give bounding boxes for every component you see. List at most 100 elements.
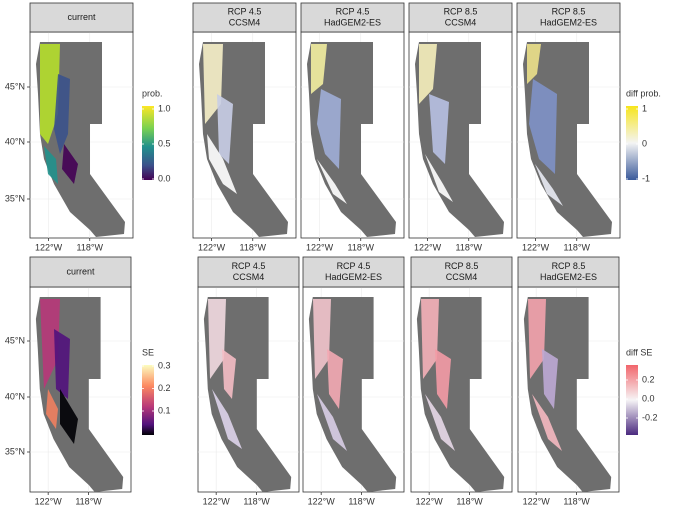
strip [192,2,297,33]
strip-label: CCSM4 [229,17,261,27]
map [307,42,396,237]
raster-overlay [435,349,451,409]
map [523,297,612,492]
strip-label: current [66,266,95,276]
map [415,42,504,237]
legend-colorbar [142,365,154,435]
x-tick-label: 118°W [456,242,483,252]
strip [29,2,134,33]
x-tick-label: 122°W [198,242,226,252]
map [203,297,292,492]
map-panel: current 122°W 118°W [29,256,132,506]
y-tick-label: 35°N [5,193,25,203]
raster-overlay [317,394,347,451]
strip [302,256,405,288]
legend-label: 0.5 [158,138,171,148]
raster-overlay [54,74,70,154]
y-tick-label: 35°N [5,446,25,456]
raster-overlay [207,134,237,194]
raster-overlay [60,389,78,444]
raster-overlay [54,329,70,399]
strip-label: RCP 8.5 [552,261,586,271]
legend-colorbar [142,106,154,180]
raster-overlay [62,144,78,184]
strip-label: RCP 8.5 [445,261,479,271]
legend-title: diff SE [626,347,652,357]
legend-label: 0 [642,138,647,148]
raster-overlay [528,299,546,379]
raster-overlay [222,349,236,399]
legend-label: 0.2 [158,383,171,393]
x-tick-label: 122°W [523,496,551,506]
raster-overlay [40,299,60,389]
legend-label: 0.0 [642,393,655,403]
legend-title: prob. [142,88,163,98]
map [416,297,505,492]
raster-overlay [317,89,341,169]
x-tick-label: 122°W [203,496,231,506]
raster-overlay [317,159,347,204]
x-tick-label: 118°W [348,242,375,252]
x-tick-label: 118°W [75,496,102,506]
land [523,297,612,492]
y-tick-label: 40°N [5,391,25,401]
legend-colorbar [626,365,638,435]
x-tick-label: 122°W [308,496,336,506]
strip-label: RCP 4.5 [336,6,370,16]
strip [410,256,513,288]
strip-label: current [67,12,96,22]
x-tick-label: 122°W [416,496,444,506]
raster-overlay [535,164,563,206]
strip-label: RCP 4.5 [337,261,371,271]
land [416,297,505,492]
map-panel: current 122°W 118°W [29,2,134,252]
legend-colorbar [626,106,638,180]
raster-overlay [527,44,541,84]
map [308,297,397,492]
strip [408,2,513,33]
strip-label: HadGEM2-ES [324,17,381,27]
map [523,42,612,237]
land [308,297,397,492]
x-tick-label: 122°W [414,242,442,252]
strip [29,256,132,288]
strip-label: HadGEM2-ES [325,272,382,282]
strip-label: RCP 4.5 [228,6,262,16]
raster-overlay [212,389,242,449]
raster-overlay [313,299,331,379]
x-tick-label: 122°W [306,242,334,252]
x-tick-label: 118°W [564,242,591,252]
x-tick-label: 118°W [563,496,590,506]
x-tick-label: 118°W [77,242,104,252]
raster-overlay [46,389,58,429]
x-tick-label: 118°W [243,496,270,506]
raster-overlay [529,79,557,174]
land [203,297,292,492]
raster-overlay [311,44,327,94]
legend-label: 0.2 [642,374,655,384]
map [199,42,288,237]
raster-overlay [44,146,58,184]
strip [517,256,620,288]
raster-overlay [419,44,437,104]
map [36,42,125,237]
raster-overlay [532,394,562,451]
strip-label: RCP 4.5 [232,261,266,271]
strip-label: RCP 8.5 [444,6,478,16]
legend-label: 1 [642,103,647,113]
x-tick-label: 118°W [456,496,483,506]
x-tick-label: 122°W [522,242,550,252]
legend-label: 0.1 [158,405,171,415]
y-tick-label: 40°N [5,136,25,146]
strip-label: CCSM4 [445,17,477,27]
raster-overlay [425,394,455,451]
x-tick-label: 122°W [35,496,63,506]
legend-title: SE [142,347,154,357]
legend-label: 0.3 [158,360,171,370]
